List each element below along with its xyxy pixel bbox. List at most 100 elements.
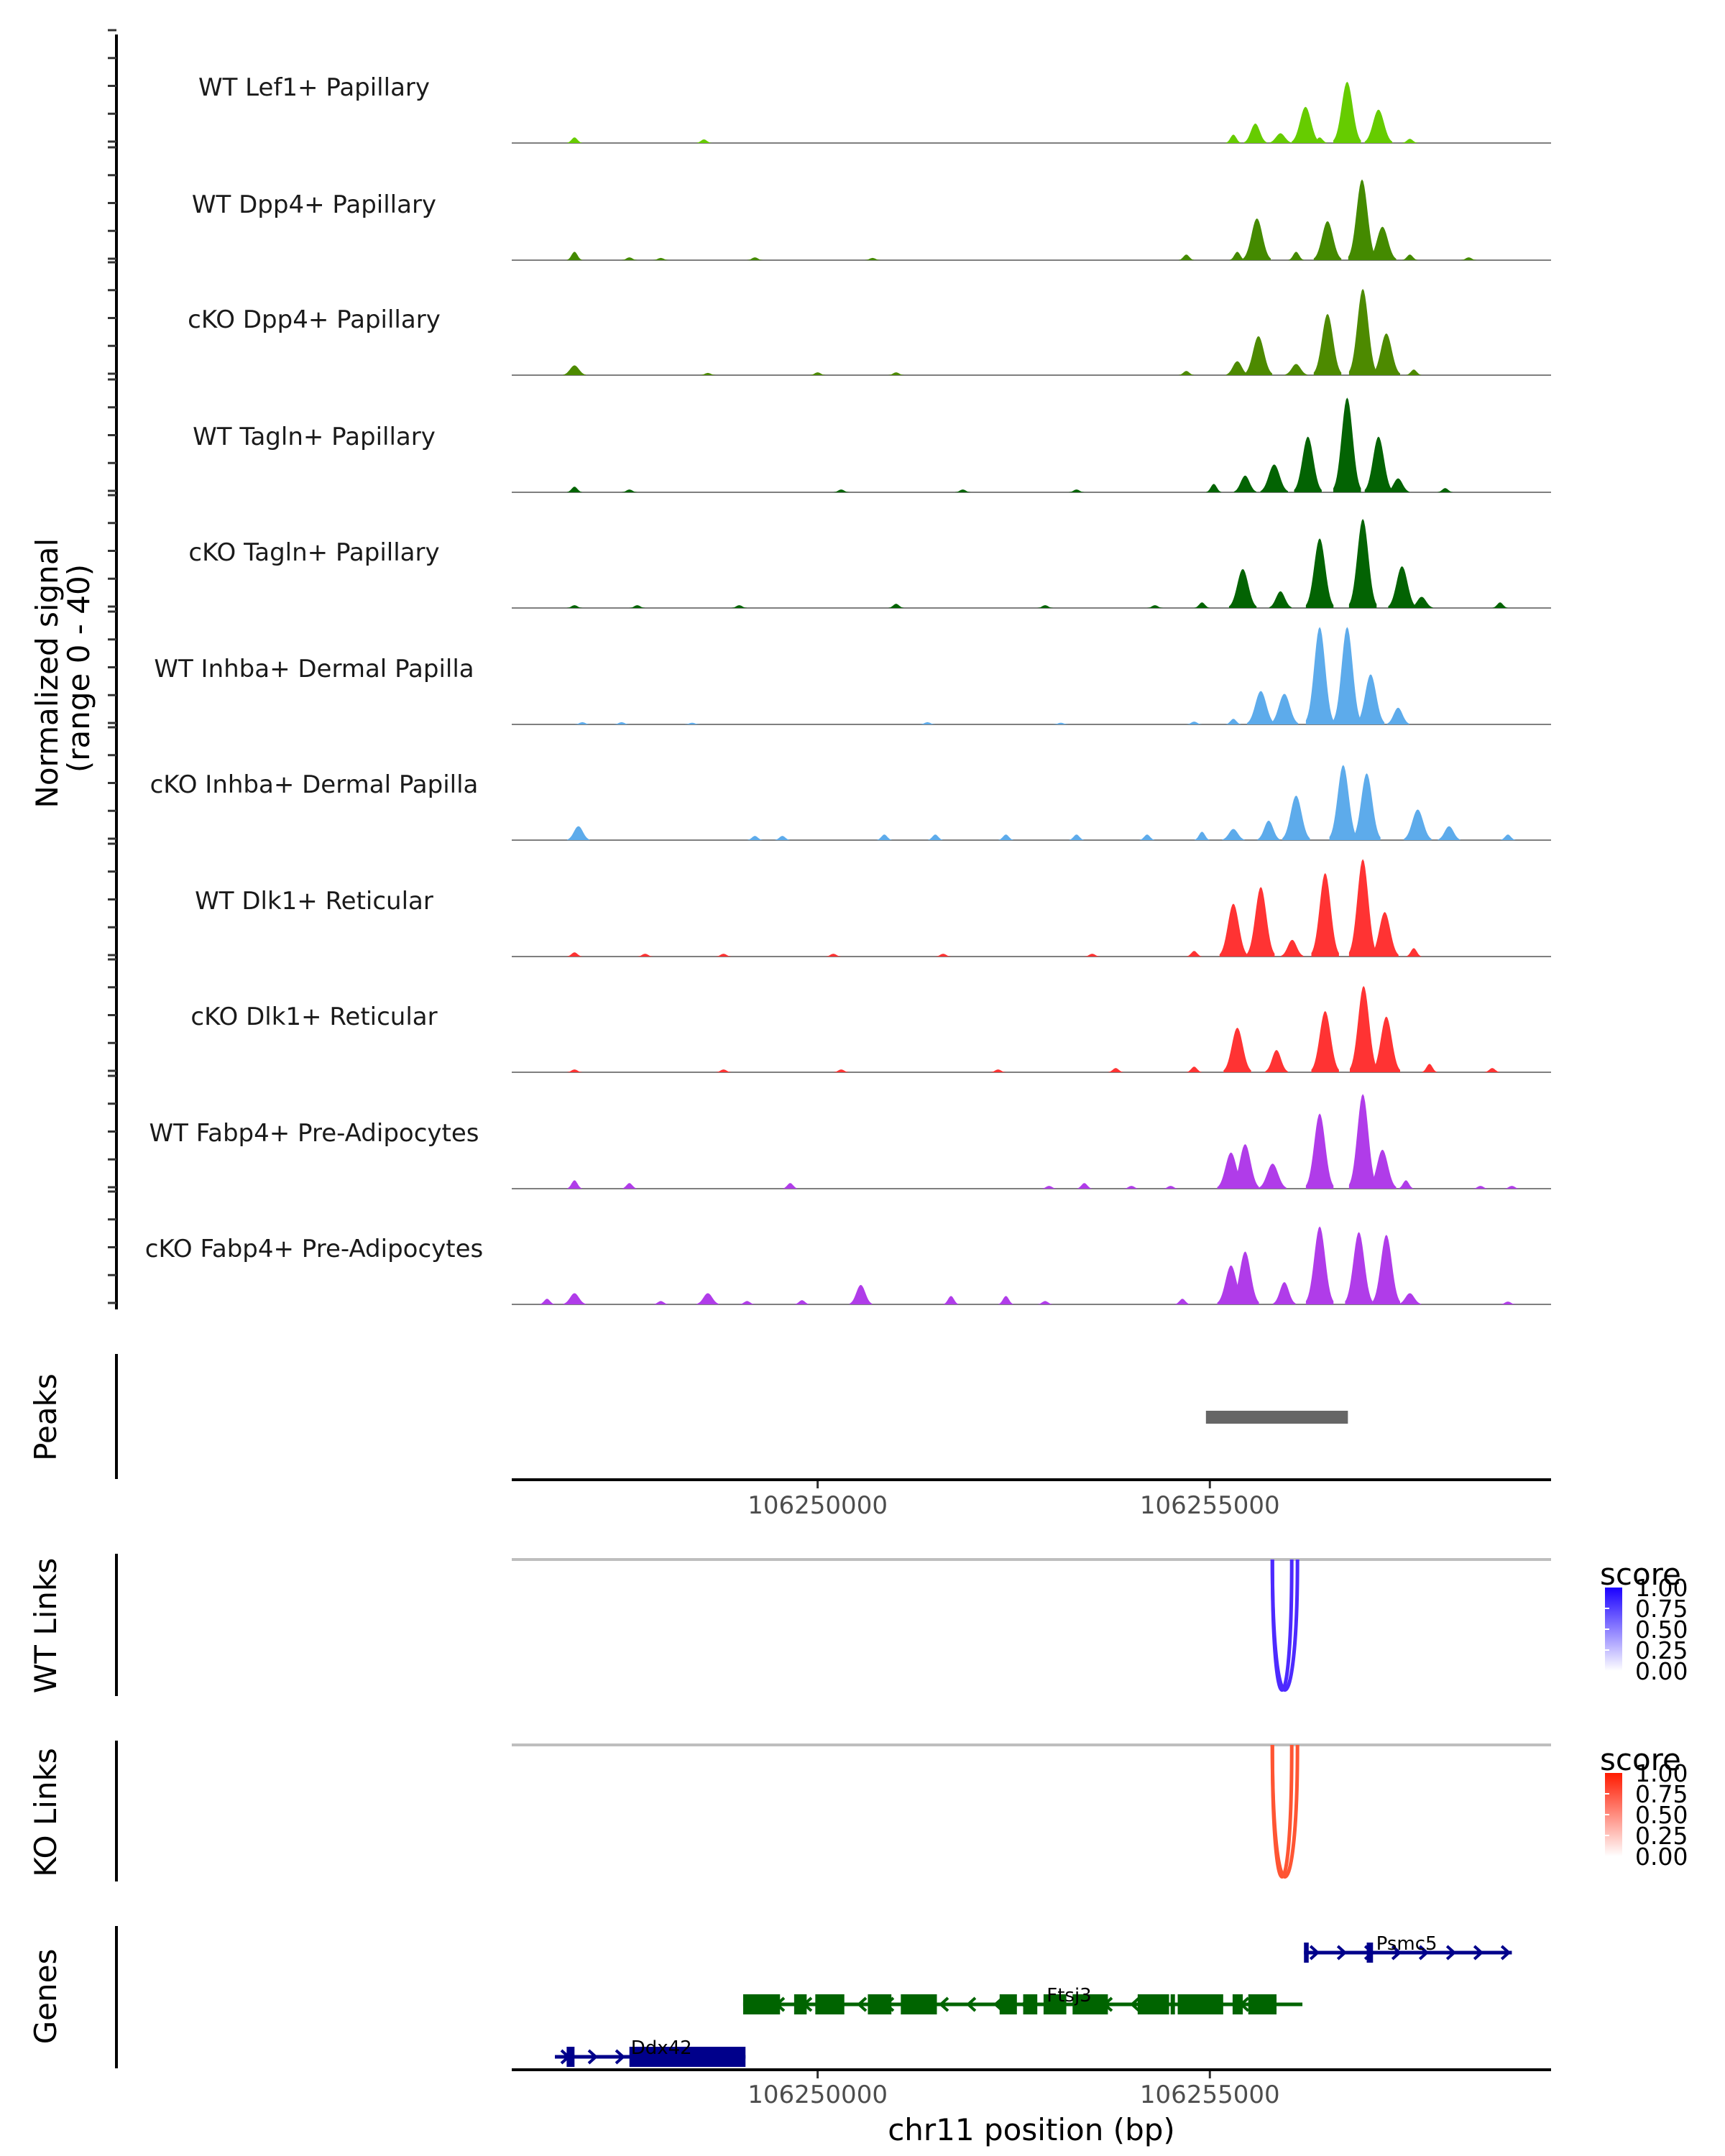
coverage-peak	[1186, 722, 1202, 724]
gene-exon	[1304, 1943, 1309, 1963]
link-arc	[1270, 1559, 1300, 1692]
coverage-peak	[1281, 939, 1304, 957]
coverage-track-label: WT Dlk1+ Reticular	[195, 887, 433, 916]
coverage-track-label: WT Inhba+ Dermal Papilla	[154, 655, 474, 683]
coverage-peak	[1311, 1010, 1339, 1072]
coverage-peak	[1364, 109, 1393, 143]
coverage-track-label: WT Fabp4+ Pre-Adipocytes	[150, 1119, 479, 1148]
x-axis-title: chr11 position (bp)	[888, 2112, 1175, 2147]
coverage-peak	[1273, 1282, 1296, 1304]
coverage-peak	[1260, 464, 1288, 492]
coverage-peak	[1484, 1068, 1500, 1072]
coverage-peak	[739, 1301, 755, 1304]
x-tick-label: 106250000	[748, 2081, 888, 2109]
coverage-peak	[919, 722, 935, 724]
coverage-peak	[1265, 1050, 1288, 1072]
coverage-peak	[747, 836, 763, 840]
coverage-peak	[1123, 1186, 1139, 1189]
coverage-peak	[1247, 691, 1275, 724]
coverage-peak	[1438, 826, 1460, 840]
gene-exon	[815, 1994, 845, 2014]
coverage-peak	[1243, 218, 1271, 260]
coverage-peak	[1438, 488, 1453, 492]
gene-exon	[999, 1994, 1017, 2014]
coverage-peak	[1231, 1144, 1259, 1189]
coverage-peak	[1225, 719, 1241, 724]
link-tracks	[512, 1558, 1551, 1879]
gene-exon	[742, 1994, 781, 2014]
coverage-peak	[1348, 179, 1376, 260]
gene-model: Ftsj3	[742, 1985, 1303, 2014]
legend-tick-label: 0.00	[1635, 1843, 1688, 1871]
legend-tick-label: 0.50	[1635, 1801, 1688, 1829]
coverage-peak	[1179, 254, 1194, 260]
strand-arrow	[1336, 1945, 1348, 1961]
coverage-peak	[566, 137, 582, 143]
coverage-track: WT Dpp4+ Papillary	[192, 179, 1551, 261]
coverage-peak	[775, 836, 790, 840]
gene-label: Ddx42	[631, 2037, 692, 2059]
coverage-track: cKO Dpp4+ Papillary	[188, 288, 1551, 376]
strand-arrow	[965, 1996, 977, 2012]
coverage-track-label: WT Tagln+ Papillary	[193, 423, 436, 451]
coverage-peak	[1473, 1186, 1489, 1189]
coverage-peak	[1194, 602, 1210, 608]
coverage-peak	[1269, 133, 1292, 143]
coverage-peak	[1108, 1068, 1123, 1072]
coverage-peak	[1333, 397, 1361, 492]
coverage-peak	[539, 1299, 555, 1304]
coverage-track: cKO Tagln+ Papillary	[188, 519, 1551, 609]
coverage-peak	[1410, 596, 1433, 608]
gene-exon	[1137, 1994, 1169, 2014]
coverage-peak	[566, 487, 582, 492]
coverage-peak	[1372, 1235, 1400, 1304]
coverage-peak	[747, 257, 763, 260]
strand-arrow	[856, 1996, 868, 2012]
wt-links-legend: score 1.000.750.500.250.00	[1600, 1557, 1688, 1685]
coverage-peak	[566, 1180, 582, 1189]
coverage-peak	[1053, 722, 1069, 724]
coverage-peak	[1294, 436, 1322, 492]
coverage-peak	[833, 1069, 849, 1072]
coverage-peak	[653, 1301, 668, 1304]
coverage-peak	[1311, 872, 1339, 957]
coverage-peak	[700, 372, 716, 375]
coverage-peak	[1163, 1186, 1179, 1189]
coverage-peak	[1206, 484, 1222, 492]
gene-model: Ddx42	[555, 2037, 746, 2067]
coverage-peak	[1041, 1186, 1057, 1189]
coverage-peak	[1500, 834, 1516, 840]
coverage-peak	[1174, 1299, 1190, 1304]
coverage-peak	[630, 605, 645, 608]
coverage-y-ticks	[108, 29, 116, 1304]
coverage-peak	[1077, 1183, 1092, 1189]
coverage-peak	[876, 834, 892, 840]
coverage-peak	[1371, 912, 1399, 957]
wt-legend-title: score	[1600, 1557, 1681, 1592]
coverage-peak	[833, 489, 849, 492]
coverage-peak	[865, 257, 880, 260]
wt-links-track-label: WT Links	[28, 1558, 63, 1693]
coverage-peak	[1186, 1067, 1202, 1072]
gene-exon	[1366, 1943, 1374, 1963]
coverage-peak	[1406, 369, 1422, 375]
coverage-track: WT Tagln+ Papillary	[193, 397, 1551, 493]
coverage-peak	[1305, 1113, 1334, 1189]
gene-exon	[1170, 1994, 1175, 2014]
coverage-peak	[1402, 139, 1417, 143]
coverage-peak	[1305, 627, 1334, 724]
coverage-peak	[622, 489, 638, 492]
coverage-peak	[1348, 859, 1377, 957]
coverage-peak	[1231, 1251, 1259, 1304]
gene-exon	[1232, 1994, 1243, 2014]
legend-tick-label: 1.00	[1635, 1574, 1688, 1602]
gene-label: Ftsj3	[1046, 1985, 1091, 2007]
legend-tick-label: 0.75	[1635, 1595, 1688, 1623]
coverage-peak	[1228, 568, 1257, 608]
coverage-peak	[622, 257, 638, 260]
coverage-peak	[1037, 1301, 1053, 1304]
coverage-peak	[1037, 605, 1053, 608]
peaks-regions	[1205, 1411, 1348, 1424]
coverage-peak	[566, 1069, 582, 1072]
coverage-peak	[563, 365, 586, 375]
